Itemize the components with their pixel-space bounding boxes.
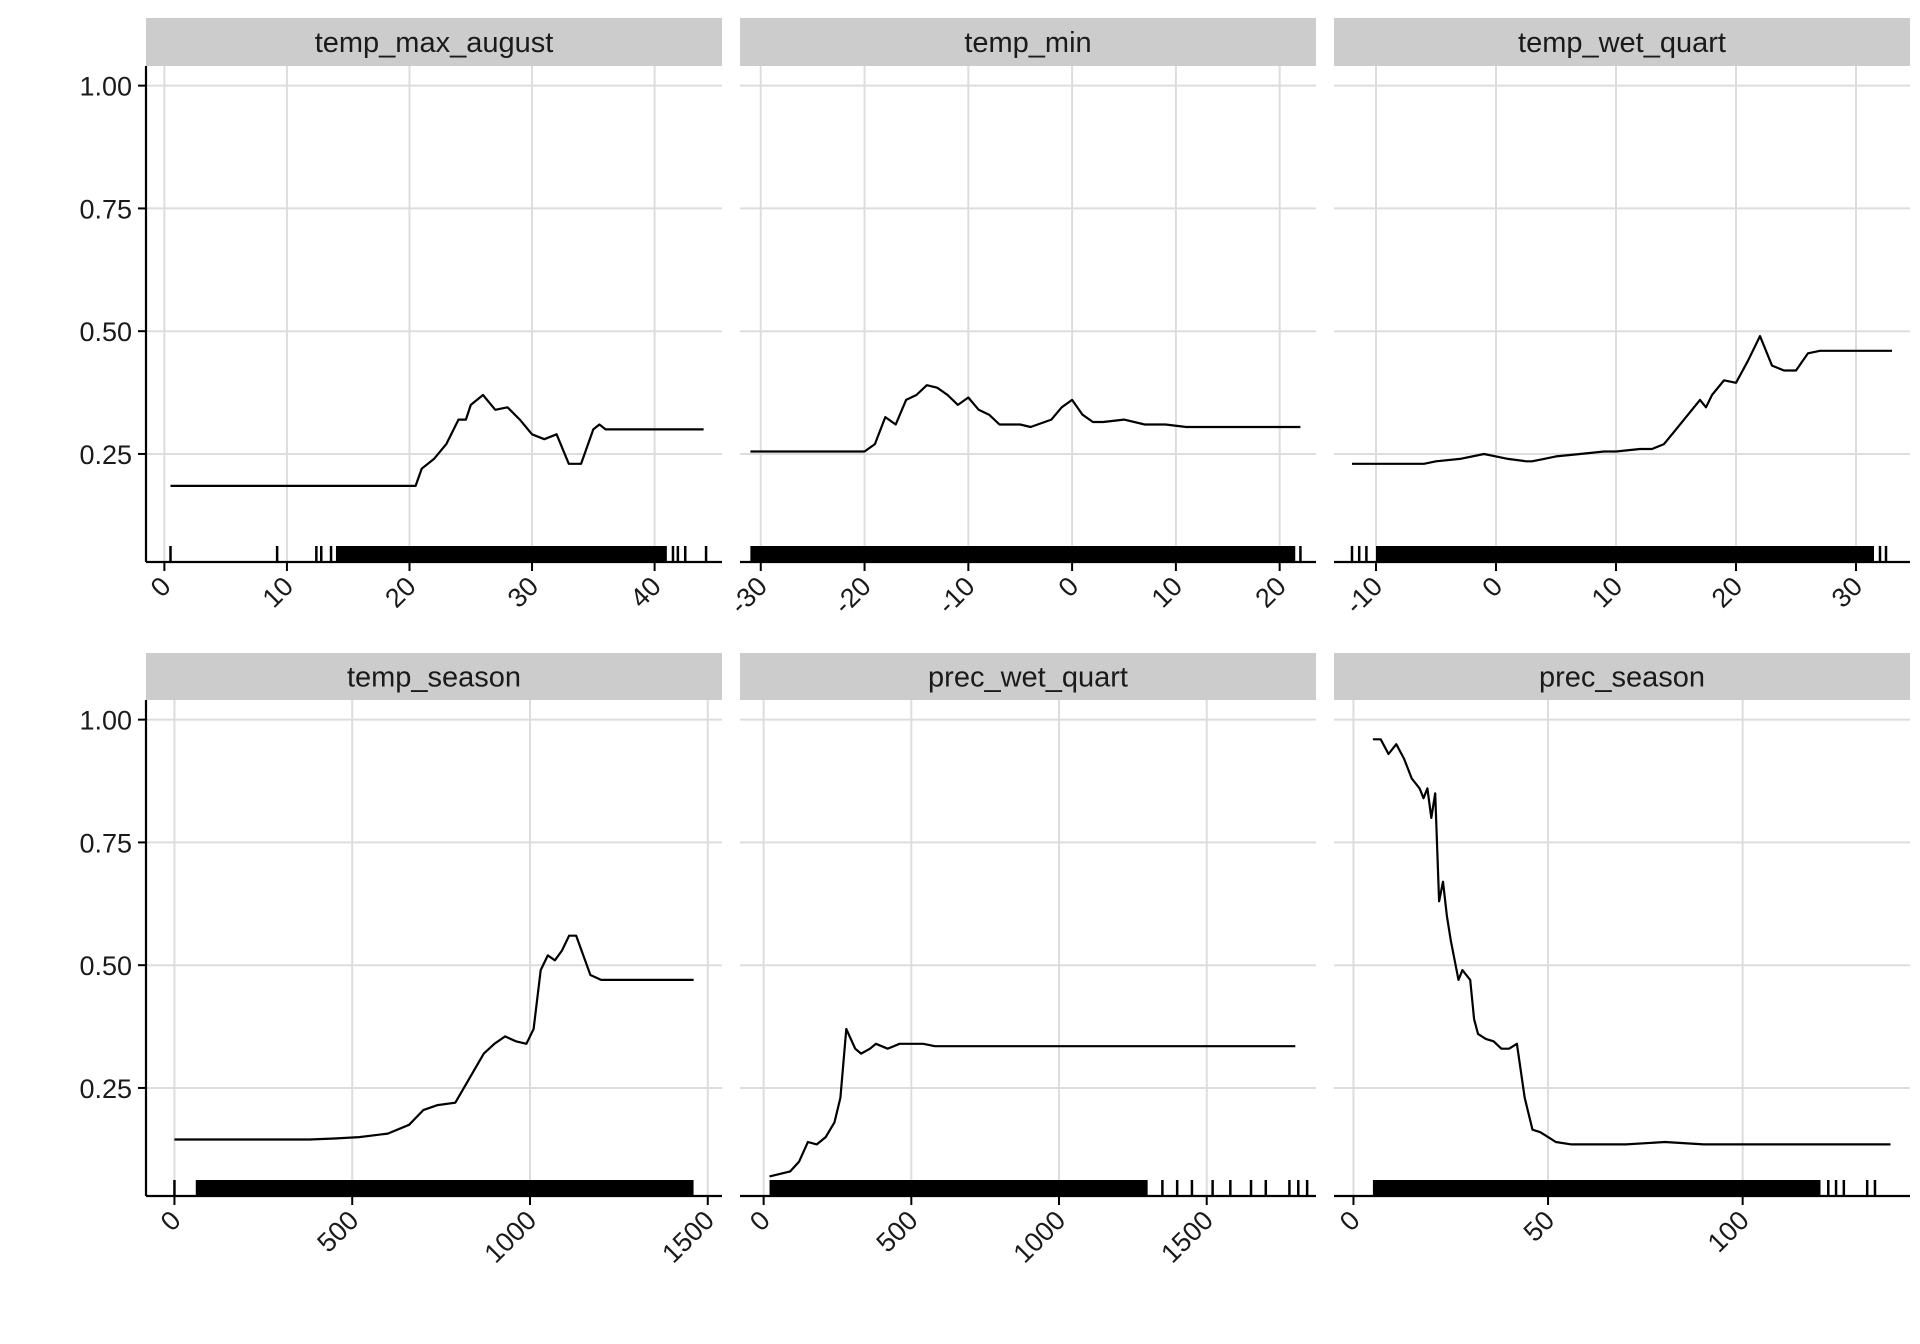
rug-dense-band: [195, 1180, 694, 1196]
rug-plot: [1372, 1180, 1877, 1196]
rug-dense-band: [1372, 1180, 1821, 1196]
series-line: [170, 393, 704, 487]
rug-plot: [1350, 546, 1888, 562]
rug-plot: [173, 1180, 694, 1196]
y-tick-label: 0.75: [79, 194, 132, 224]
rug-dense-band: [769, 1180, 1148, 1196]
rug-plot: [169, 546, 708, 562]
rug-dense-band: [1376, 546, 1874, 562]
rug-dense-band: [750, 546, 1296, 562]
series-line: [1372, 738, 1891, 1146]
y-tick-label: 0.25: [79, 440, 132, 470]
panel-temp_min: temp_min-30 -20 -10 0 10 20: [724, 18, 1316, 620]
strip-background: [740, 653, 1316, 700]
y-tick-label: 0.50: [79, 951, 132, 981]
series-line: [769, 1027, 1296, 1178]
series-line: [174, 934, 694, 1141]
strip-background: [146, 18, 722, 66]
strip-title: prec_wet_quart: [928, 662, 1128, 694]
strip-title: temp_wet_quart: [1518, 27, 1726, 59]
strip-title: temp_max_august: [315, 27, 554, 59]
strip-background: [1334, 653, 1910, 700]
y-tick-label: 0.75: [79, 828, 132, 858]
strip-title: temp_min: [964, 27, 1091, 59]
y-tick-label: 0.50: [79, 317, 132, 347]
series-line: [750, 384, 1301, 453]
rug-plot: [769, 1180, 1309, 1196]
strip-title: prec_season: [1539, 662, 1705, 694]
y-tick-label: 1.00: [79, 706, 132, 736]
strip-background: [146, 653, 722, 700]
rug-dense-band: [335, 546, 667, 562]
strip-title: temp_season: [347, 662, 521, 694]
series-line: [1352, 335, 1892, 465]
y-tick-label: 1.00: [79, 72, 132, 102]
strip-background: [1334, 18, 1910, 66]
rug-plot: [750, 546, 1302, 562]
y-tick-label: 0.25: [79, 1074, 132, 1104]
strip-background: [740, 18, 1316, 66]
